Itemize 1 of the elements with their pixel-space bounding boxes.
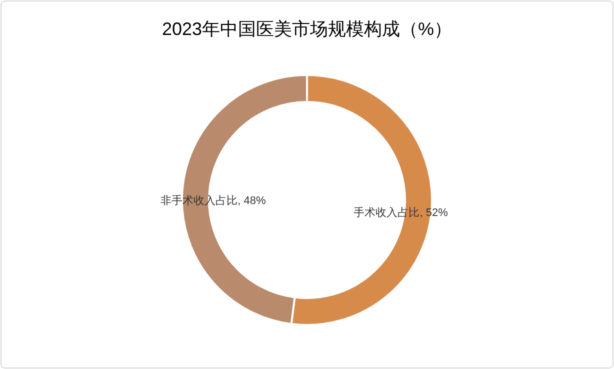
chart-title: 2023年中国医美市场规模构成（%） (162, 19, 452, 39)
